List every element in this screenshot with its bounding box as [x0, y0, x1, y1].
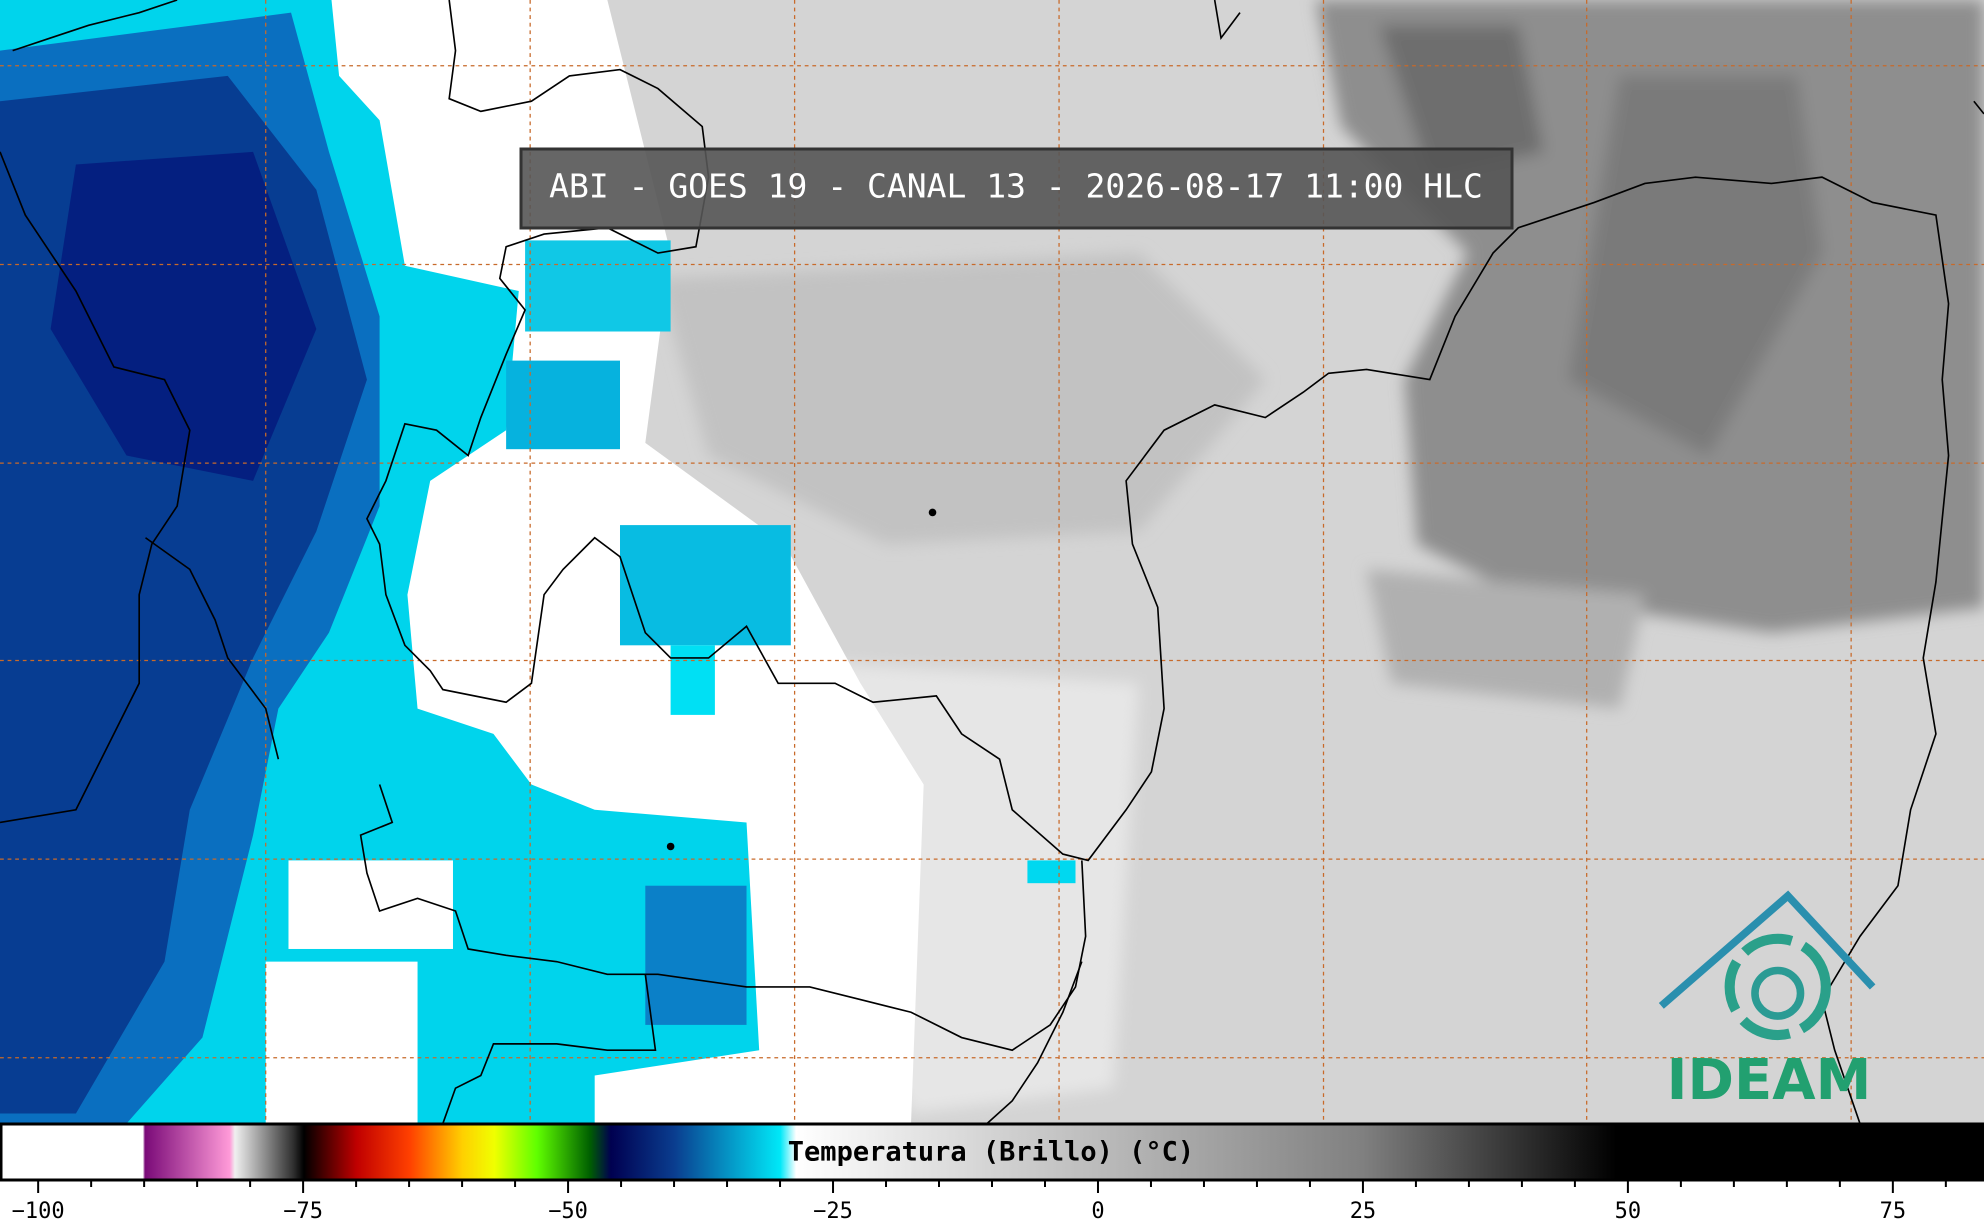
tick-label: 25 [1350, 1199, 1377, 1223]
tick-label: −25 [813, 1199, 853, 1223]
title: ABI - GOES 19 - CANAL 13 - 2026-08-17 11… [549, 167, 1483, 206]
tick-label: 50 [1615, 1199, 1642, 1223]
tick-label: 75 [1880, 1199, 1907, 1223]
logo [1658, 890, 1876, 1041]
tick-label: −75 [283, 1199, 323, 1223]
colorbar-scale [0, 1122, 1984, 1182]
tick-label: −100 [12, 1199, 65, 1223]
colorbar-label: Temperatura (Brillo) (°C) [788, 1137, 1194, 1168]
colorbar: Temperatura (Brillo) (°C) −100 −75 −50 −25 0 2… [0, 1122, 1984, 1224]
tick-label: −50 [548, 1199, 588, 1223]
title-box [519, 147, 1514, 230]
logo-text: IDEAM [1667, 1048, 1872, 1113]
tick-label: 0 [1091, 1199, 1104, 1223]
